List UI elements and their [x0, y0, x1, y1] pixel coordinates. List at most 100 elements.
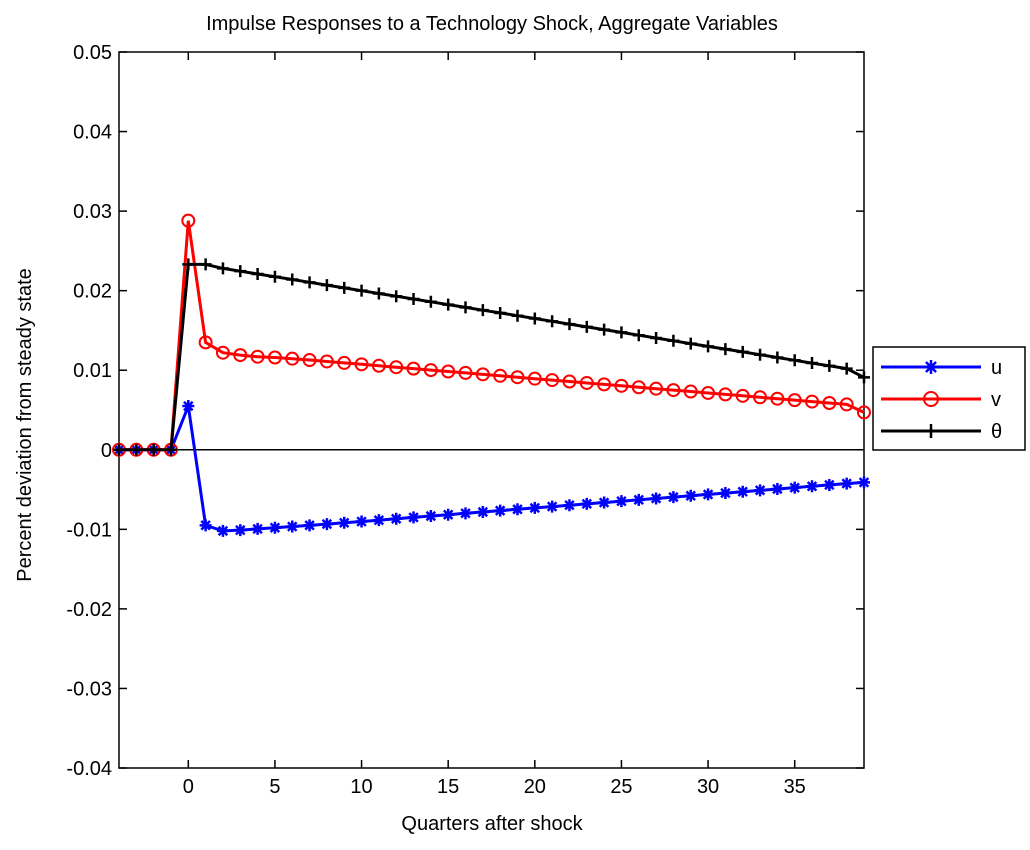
data-point-1 — [302, 353, 317, 368]
data-point-2 — [216, 262, 229, 275]
data-point-1 — [441, 364, 456, 379]
data-point-2 — [303, 276, 316, 289]
data-point-0 — [476, 505, 489, 518]
data-point-2 — [442, 298, 455, 311]
x-tick-label: 10 — [350, 776, 372, 798]
data-point-2 — [788, 354, 801, 367]
data-point-1 — [579, 375, 594, 390]
data-point-2 — [182, 258, 195, 271]
data-point-0 — [424, 510, 437, 523]
y-tick-label: 0.02 — [73, 281, 112, 303]
data-point-1 — [423, 363, 438, 378]
legend-label: v — [991, 389, 1001, 411]
data-point-2 — [234, 265, 247, 278]
data-point-0 — [442, 508, 455, 521]
data-point-1 — [614, 378, 629, 393]
x-tick-label: 30 — [697, 776, 719, 798]
data-point-2 — [338, 281, 351, 294]
data-point-0 — [286, 520, 299, 533]
y-tick-label: 0 — [101, 440, 112, 462]
data-point-1 — [215, 345, 230, 360]
data-point-2 — [806, 357, 819, 370]
data-point-0 — [251, 522, 264, 535]
x-tick-label: 0 — [183, 776, 194, 798]
data-point-1 — [735, 388, 750, 403]
data-point-1 — [267, 350, 282, 365]
data-point-2 — [113, 443, 125, 456]
data-point-1 — [666, 383, 681, 398]
data-point-0 — [823, 478, 836, 491]
data-point-1 — [753, 390, 768, 405]
y-tick-label: 0.01 — [73, 360, 112, 382]
legend-marker — [924, 424, 938, 438]
data-point-1 — [545, 373, 560, 388]
series-line-1 — [119, 220, 865, 452]
data-point-1 — [389, 360, 404, 375]
data-point-1 — [510, 370, 525, 385]
legend-marker — [924, 360, 938, 374]
chart-title: Impulse Responses to a Technology Shock,… — [206, 13, 778, 35]
data-point-2 — [650, 332, 663, 345]
data-point-0 — [182, 400, 195, 413]
data-point-0 — [268, 521, 281, 534]
data-point-0 — [372, 514, 385, 527]
data-point-0 — [771, 482, 784, 495]
data-point-0 — [858, 476, 870, 489]
data-point-1 — [337, 355, 352, 370]
data-point-1 — [805, 394, 820, 409]
data-point-1 — [822, 395, 837, 410]
data-point-1 — [371, 358, 386, 373]
data-point-1 — [683, 384, 698, 399]
data-point-1 — [562, 374, 577, 389]
data-point-0 — [788, 481, 801, 494]
data-point-2 — [580, 320, 593, 333]
data-point-2 — [771, 351, 784, 364]
data-point-0 — [736, 485, 749, 498]
legend-marker — [923, 391, 939, 407]
data-point-2 — [702, 340, 715, 353]
y-tick-label: 0.05 — [73, 42, 112, 64]
x-tick-label: 5 — [269, 776, 280, 798]
y-tick-label: -0.01 — [66, 519, 112, 541]
x-tick-label: 20 — [524, 776, 546, 798]
data-point-0 — [840, 477, 853, 490]
data-point-2 — [736, 345, 749, 358]
data-point-2 — [424, 295, 437, 308]
data-point-2 — [494, 306, 507, 319]
legend-label: θ — [991, 421, 1002, 443]
data-point-2 — [355, 284, 368, 297]
y-tick-label: 0.03 — [73, 201, 112, 223]
y-tick-label: -0.02 — [66, 599, 112, 621]
data-point-0 — [338, 516, 351, 529]
data-point-2 — [476, 304, 489, 317]
x-tick-label: 25 — [610, 776, 632, 798]
legend-label: u — [991, 357, 1002, 379]
data-point-2 — [563, 318, 576, 331]
data-point-1 — [475, 367, 490, 382]
data-point-2 — [719, 343, 732, 356]
data-point-1 — [493, 368, 508, 383]
data-point-2 — [286, 273, 299, 286]
data-point-0 — [459, 507, 472, 520]
data-point-0 — [754, 484, 767, 497]
data-point-1 — [406, 361, 421, 376]
data-point-0 — [684, 489, 697, 502]
axes-frame — [118, 51, 865, 769]
data-point-1 — [233, 348, 248, 363]
data-point-2 — [199, 258, 212, 271]
data-point-0 — [407, 511, 420, 524]
data-point-2 — [372, 287, 385, 300]
data-point-2 — [615, 326, 628, 339]
data-point-2 — [130, 443, 143, 456]
data-point-2 — [268, 270, 281, 283]
data-point-2 — [164, 443, 177, 456]
data-point-1 — [285, 351, 300, 366]
data-point-1 — [718, 387, 733, 402]
data-point-0 — [650, 492, 663, 505]
data-point-1 — [649, 381, 664, 396]
data-point-2 — [598, 323, 611, 336]
data-point-0 — [355, 515, 368, 528]
data-point-2 — [684, 337, 697, 350]
